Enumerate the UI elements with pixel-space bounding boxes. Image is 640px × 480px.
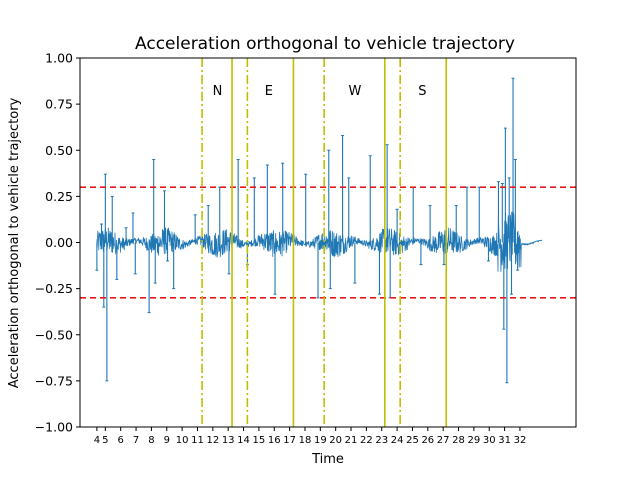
- x-tick-label: 17: [283, 435, 296, 446]
- y-tick-label: −1.00: [35, 420, 73, 435]
- segment-label: W: [348, 84, 361, 99]
- y-tick-label: 0.25: [45, 189, 73, 204]
- segment-label: E: [265, 84, 273, 99]
- x-tick-label: 31: [498, 435, 511, 446]
- x-tick-label: 28: [452, 435, 465, 446]
- x-tick-label: 16: [268, 435, 281, 446]
- x-tick-label: 13: [222, 435, 235, 446]
- x-axis-label: Time: [311, 452, 344, 467]
- y-tick-label: 1.00: [45, 51, 73, 66]
- x-tick-label: 4: [94, 435, 100, 446]
- x-tick-label: 18: [299, 435, 312, 446]
- x-tick-label: 7: [133, 435, 139, 446]
- x-tick-label: 22: [360, 435, 373, 446]
- x-tick-label: 25: [406, 435, 419, 446]
- x-tick-label: 21: [345, 435, 358, 446]
- y-axis-label: Acceleration orthogonal to vehicle traje…: [7, 97, 22, 388]
- x-tick-label: 20: [329, 435, 342, 446]
- x-tick-label: 12: [206, 435, 219, 446]
- x-tick-label: 10: [176, 435, 189, 446]
- y-tick-label: 0.00: [45, 235, 73, 250]
- x-tick-label: 5: [102, 435, 108, 446]
- y-tick-label: 0.50: [45, 143, 73, 158]
- x-tick-label: 32: [514, 435, 527, 446]
- x-tick-label: 15: [253, 435, 266, 446]
- x-tick-label: 9: [164, 435, 170, 446]
- y-tick-label: −0.75: [35, 373, 73, 388]
- x-tick-label: 26: [421, 435, 434, 446]
- y-tick-label: 0.75: [45, 97, 73, 112]
- x-tick-label: 19: [314, 435, 327, 446]
- series-noise-trace: [96, 211, 543, 273]
- y-tick-label: −0.25: [35, 281, 73, 296]
- segment-label: N: [213, 84, 223, 99]
- x-tick-label: 23: [375, 435, 388, 446]
- y-axis: −1.00 −0.75 −0.50 −0.25 0.00 0.25 0.50 0.75 1.00: [35, 51, 80, 435]
- y-tick-label: −0.50: [35, 327, 73, 342]
- x-tick-label: 29: [468, 435, 481, 446]
- x-tick-label: 11: [191, 435, 204, 446]
- x-axis: 4 5 6 7 8 9 10 11 12 13 14 15 16 17 18 19 20 21 22 23 24 25 26…: [94, 427, 527, 446]
- x-tick-label: 14: [237, 435, 250, 446]
- x-tick-label: 30: [483, 435, 496, 446]
- x-tick-label: 24: [391, 435, 404, 446]
- x-tick-label: 6: [118, 435, 124, 446]
- segment-label: S: [418, 84, 426, 99]
- x-tick-label: 8: [148, 435, 154, 446]
- chart-title: Acceleration orthogonal to vehicle traje…: [135, 34, 515, 54]
- x-tick-label: 27: [437, 435, 450, 446]
